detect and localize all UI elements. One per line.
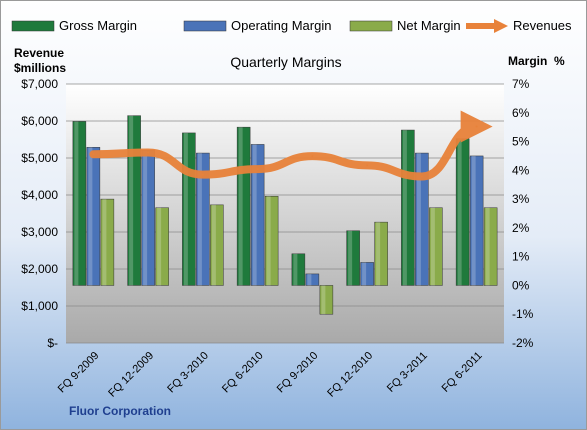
left-tick-label: $6,000 [21,114,58,128]
left-tick-label: $2,000 [21,262,58,276]
legend-arrow-icon [494,19,508,33]
bar-gross-margin-7 [401,129,415,286]
bar-highlight [457,138,462,286]
legend-swatch-net-margin [349,20,393,32]
right-tick-label: 4% [512,163,530,177]
revenue-point-8 [475,125,478,128]
bar-net-margin-4 [264,195,279,286]
bar-highlight [376,222,381,286]
bar-highlight [197,153,202,286]
bar-highlight [348,230,353,286]
bar-net-margin-5 [319,285,334,315]
bar-highlight [485,207,490,286]
left-axis-ticks: $- $1,000 $2,000 $3,000 $4,000 $5,000 $6,000 $7… [21,77,58,350]
right-axis-ticks: -2% -1% 0% 1% 2% 3% 4% 5% 6% 7% [512,77,534,350]
right-tick-label: -2% [512,336,534,350]
revenue-point-4 [256,168,259,171]
bar-operating-margin-6 [360,262,374,286]
bar-net-margin-1 [100,198,115,286]
revenue-point-1 [92,153,95,156]
left-tick-label: $- [47,336,58,350]
bar-highlight [102,199,107,286]
chart-title: Quarterly Margins [230,54,341,70]
right-tick-label: 7% [512,77,530,91]
right-axis-label: Margin % [508,54,565,68]
revenue-point-7 [420,175,423,178]
left-tick-label: $7,000 [21,77,58,91]
right-tick-label: 1% [512,250,530,264]
bar-net-margin-7 [429,207,443,286]
left-axis-label-line2: $millions [14,61,66,75]
bar-highlight [129,115,134,286]
legend-swatch-gross-margin [11,20,55,32]
bar-highlight [430,207,435,286]
right-tick-label: 5% [512,135,530,149]
bar-gross-margin-6 [346,230,360,286]
right-tick-label: 0% [512,278,530,292]
bar-gross-margin-1 [72,121,87,286]
bar-operating-margin-5 [305,273,320,286]
bar-highlight [471,155,476,286]
left-tick-label: $5,000 [21,151,58,165]
legend-label-revenues: Revenues [513,18,572,33]
bar-highlight [74,121,79,286]
bar-highlight [143,150,148,286]
bar-highlight [362,262,367,286]
revenue-point-5 [311,155,314,158]
legend-label-operating-margin: Operating Margin [231,18,331,33]
bar-highlight [321,285,326,315]
legend-swatch-operating-margin [183,20,227,32]
bar-highlight [183,132,188,286]
bars [72,115,498,315]
footer-company-name: Fluor Corporation [69,404,171,418]
bar-highlight [293,253,298,286]
revenue-point-3 [201,173,204,176]
revenue-line-group [89,110,493,181]
bar-net-margin-8 [483,207,498,286]
bar-highlight [402,130,407,286]
bar-operating-margin-7 [415,152,429,286]
bar-highlight [211,204,216,286]
bar-highlight [266,196,271,286]
bar-highlight [416,153,421,286]
legend-label-gross-margin: Gross Margin [59,18,137,33]
right-tick-label: 2% [512,221,530,235]
left-axis-label-line1: Revenue [14,46,64,60]
bar-operating-margin-8 [469,155,484,286]
bar-highlight [307,273,312,286]
bar-operating-margin-1 [86,147,101,286]
right-tick-label: 3% [512,192,530,206]
revenue-point-6 [366,164,369,167]
left-tick-label: $3,000 [21,225,58,239]
legend: Gross Margin Operating Margin Net Margin Re… [11,18,572,33]
bar-net-margin-6 [374,221,388,286]
left-tick-label: $4,000 [21,188,58,202]
bar-highlight [238,127,243,286]
right-tick-label: 6% [512,106,530,120]
right-tick-label: -1% [512,307,534,321]
bar-net-margin-2 [155,207,169,286]
bar-net-margin-3 [210,204,224,286]
left-tick-label: $1,000 [21,299,58,313]
bar-operating-margin-3 [196,152,210,286]
bar-highlight [252,144,257,286]
bar-highlight [88,147,93,286]
revenue-point-2 [147,151,150,154]
bar-gross-margin-5 [291,253,306,286]
legend-label-net-margin: Net Margin [397,18,461,33]
bar-gross-margin-2 [127,115,141,286]
bar-highlight [157,207,162,286]
bar-operating-margin-4 [250,144,265,286]
